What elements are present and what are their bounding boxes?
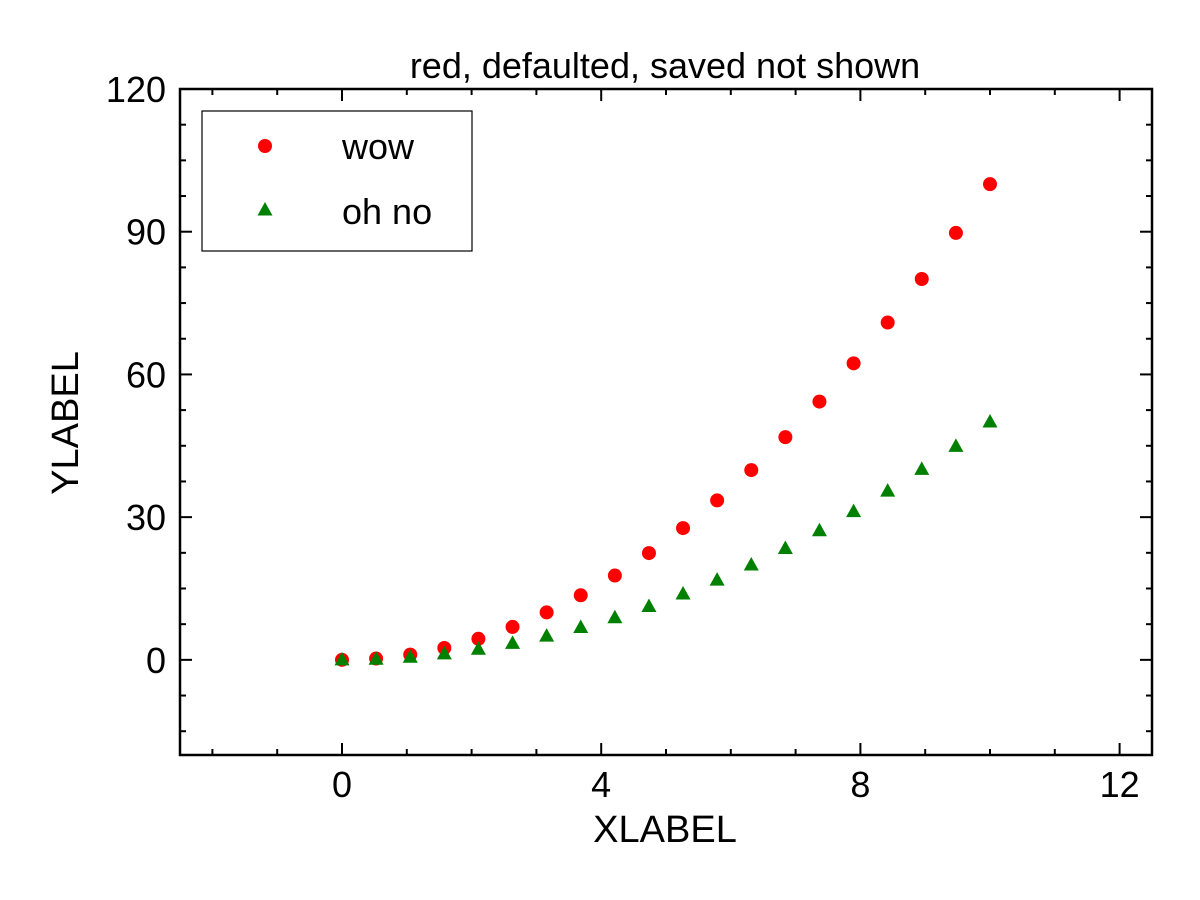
y-tick-label: 30: [126, 497, 166, 538]
legend-marker-oh-no: [257, 202, 273, 216]
chart-title: red, defaulted, saved not shown: [410, 45, 920, 86]
data-point-oh-no: [743, 556, 759, 571]
data-point-oh-no: [505, 635, 521, 649]
data-point-oh-no: [709, 572, 725, 586]
legend-label-wow: wow: [341, 126, 415, 167]
data-point-wow: [983, 177, 997, 192]
data-point-oh-no: [470, 641, 486, 655]
y-axis-label: YLABEL: [45, 351, 87, 495]
data-point-wow: [641, 546, 656, 561]
data-point-wow: [573, 588, 588, 603]
data-point-oh-no: [811, 522, 827, 537]
data-point-oh-no: [675, 585, 691, 600]
data-point-wow: [948, 225, 963, 240]
data-point-oh-no: [641, 598, 657, 612]
data-point-wow: [607, 568, 622, 583]
x-tick-label: 0: [332, 764, 352, 805]
data-point-wow: [676, 521, 691, 536]
data-point-oh-no: [777, 540, 793, 554]
data-point-wow: [539, 605, 554, 620]
data-point-oh-no: [846, 503, 862, 518]
x-tick-label: 4: [591, 764, 611, 805]
data-point-wow: [710, 493, 725, 508]
legend-label-oh-no: oh no: [342, 191, 432, 232]
data-point-oh-no: [436, 645, 452, 660]
data-point-oh-no: [948, 438, 964, 452]
data-markers: [334, 177, 998, 667]
legend-marker-wow: [258, 139, 272, 153]
y-tick-label: 60: [126, 354, 166, 395]
data-point-oh-no: [607, 609, 623, 624]
y-tick-label: 120: [106, 69, 166, 110]
x-tick-label: 8: [850, 764, 870, 805]
data-point-wow: [846, 356, 861, 371]
data-point-oh-no: [573, 619, 589, 634]
data-point-wow: [812, 394, 827, 409]
data-point-wow: [880, 315, 895, 330]
y-tick-label: 90: [126, 212, 166, 253]
data-point-oh-no: [402, 649, 418, 663]
legend-box: [201, 110, 473, 252]
data-point-wow: [471, 631, 486, 646]
data-point-oh-no: [982, 414, 998, 428]
x-tick-label: 12: [1100, 764, 1140, 805]
data-point-oh-no: [914, 461, 930, 475]
y-tick-label: 0: [146, 640, 166, 681]
data-point-wow: [505, 619, 520, 634]
legend: wow oh no: [201, 110, 473, 252]
data-point-oh-no: [368, 651, 384, 665]
data-point-wow: [778, 430, 793, 445]
data-point-wow: [914, 272, 929, 287]
x-axis-label: XLABEL: [593, 809, 737, 851]
data-point-oh-no: [334, 651, 350, 666]
data-point-oh-no: [880, 483, 896, 497]
data-point-oh-no: [539, 628, 555, 642]
data-point-wow: [744, 463, 759, 478]
plot-frame: [178, 87, 1154, 757]
